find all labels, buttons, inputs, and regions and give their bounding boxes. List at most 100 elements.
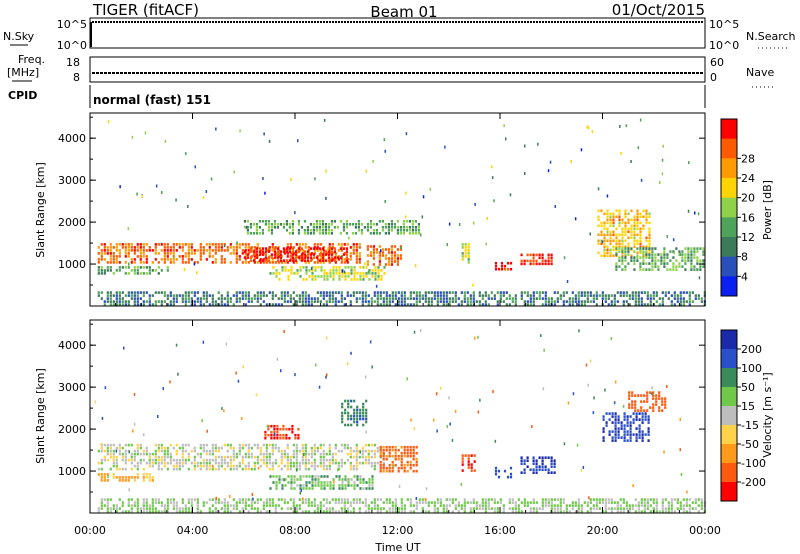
data-cell	[638, 436, 641, 439]
data-cell	[313, 504, 316, 507]
data-cell	[636, 221, 639, 225]
data-cell	[385, 303, 388, 306]
data-cell	[304, 464, 307, 468]
data-cell	[463, 498, 466, 501]
data-cell	[378, 232, 381, 235]
data-cell	[211, 303, 214, 306]
data-cell	[187, 291, 190, 294]
data-cell	[403, 294, 406, 297]
data-cell	[509, 466, 513, 470]
data-cell	[355, 255, 358, 258]
data-cell	[574, 294, 577, 297]
data-cell	[142, 467, 145, 471]
data-cell	[232, 252, 235, 255]
data-cell	[193, 249, 196, 252]
data-cell	[238, 452, 241, 456]
data-cell	[648, 239, 651, 243]
data-cell	[184, 252, 187, 255]
data-cell	[205, 249, 208, 252]
data-cell	[136, 300, 139, 303]
data-cell	[217, 303, 220, 306]
data-cell	[634, 510, 637, 513]
data-cell	[252, 223, 255, 226]
data-cell	[417, 226, 420, 229]
data-cell	[232, 303, 235, 306]
data-cell	[103, 300, 106, 303]
data-cell	[615, 227, 618, 231]
data-cell	[223, 458, 226, 462]
data-cell	[385, 510, 388, 513]
data-cell	[315, 220, 318, 223]
data-cell	[505, 303, 508, 306]
data-cell	[635, 436, 638, 439]
data-cell	[463, 510, 466, 513]
data-cell	[322, 452, 325, 456]
data-cell	[145, 461, 148, 465]
data-cell	[244, 294, 247, 297]
noise-cell	[144, 131, 147, 135]
data-cell	[356, 408, 359, 412]
data-cell	[517, 507, 520, 510]
data-cell	[538, 456, 541, 459]
data-cell	[142, 246, 145, 249]
data-cell	[658, 297, 661, 300]
noise-cell	[364, 262, 366, 266]
data-cell	[214, 458, 217, 462]
data-cell	[394, 507, 397, 510]
data-cell	[403, 454, 406, 458]
data-cell	[205, 243, 208, 246]
noise-cell	[365, 430, 367, 434]
data-cell	[175, 449, 178, 453]
data-cell	[139, 252, 142, 255]
data-cell	[235, 261, 238, 264]
data-cell	[163, 294, 166, 297]
data-cell	[136, 507, 139, 510]
data-cell	[172, 464, 175, 468]
noise-cell	[215, 496, 217, 500]
data-cell	[208, 498, 211, 501]
data-cell	[322, 498, 325, 501]
data-cell	[467, 466, 470, 469]
colorbar-swatch	[721, 349, 737, 369]
data-cell	[208, 246, 211, 249]
data-cell	[638, 433, 641, 436]
data-cell	[622, 507, 625, 510]
data-cell	[387, 226, 390, 229]
noise-cell	[303, 453, 305, 456]
data-cell	[696, 259, 699, 262]
noise-cell	[175, 198, 177, 202]
data-cell	[175, 507, 178, 510]
noise-cell	[392, 464, 395, 468]
data-cell	[329, 481, 332, 484]
data-cell	[211, 261, 214, 264]
data-cell	[621, 218, 624, 222]
data-cell	[642, 227, 645, 231]
data-cell	[238, 446, 241, 450]
data-cell	[356, 478, 359, 481]
data-cell	[620, 436, 623, 439]
data-cell	[286, 458, 289, 462]
data-cell	[292, 443, 295, 447]
data-cell	[109, 510, 112, 513]
data-cell	[268, 467, 271, 471]
data-cell	[361, 291, 364, 294]
data-cell	[302, 487, 305, 490]
data-cell	[296, 484, 299, 487]
x-tick-label: 12:00	[382, 524, 414, 537]
data-cell	[345, 232, 348, 235]
data-cell	[295, 510, 298, 513]
data-cell	[627, 230, 630, 234]
data-cell	[291, 430, 294, 434]
data-cell	[283, 294, 286, 297]
data-cell	[112, 461, 115, 465]
data-cell	[324, 250, 327, 253]
data-cell	[550, 471, 553, 474]
data-cell	[574, 300, 577, 303]
data-cell	[264, 436, 267, 440]
data-cell	[124, 476, 127, 479]
data-cell	[371, 478, 374, 481]
data-cell	[145, 249, 148, 252]
data-cell	[169, 246, 172, 249]
data-cell	[661, 297, 664, 300]
